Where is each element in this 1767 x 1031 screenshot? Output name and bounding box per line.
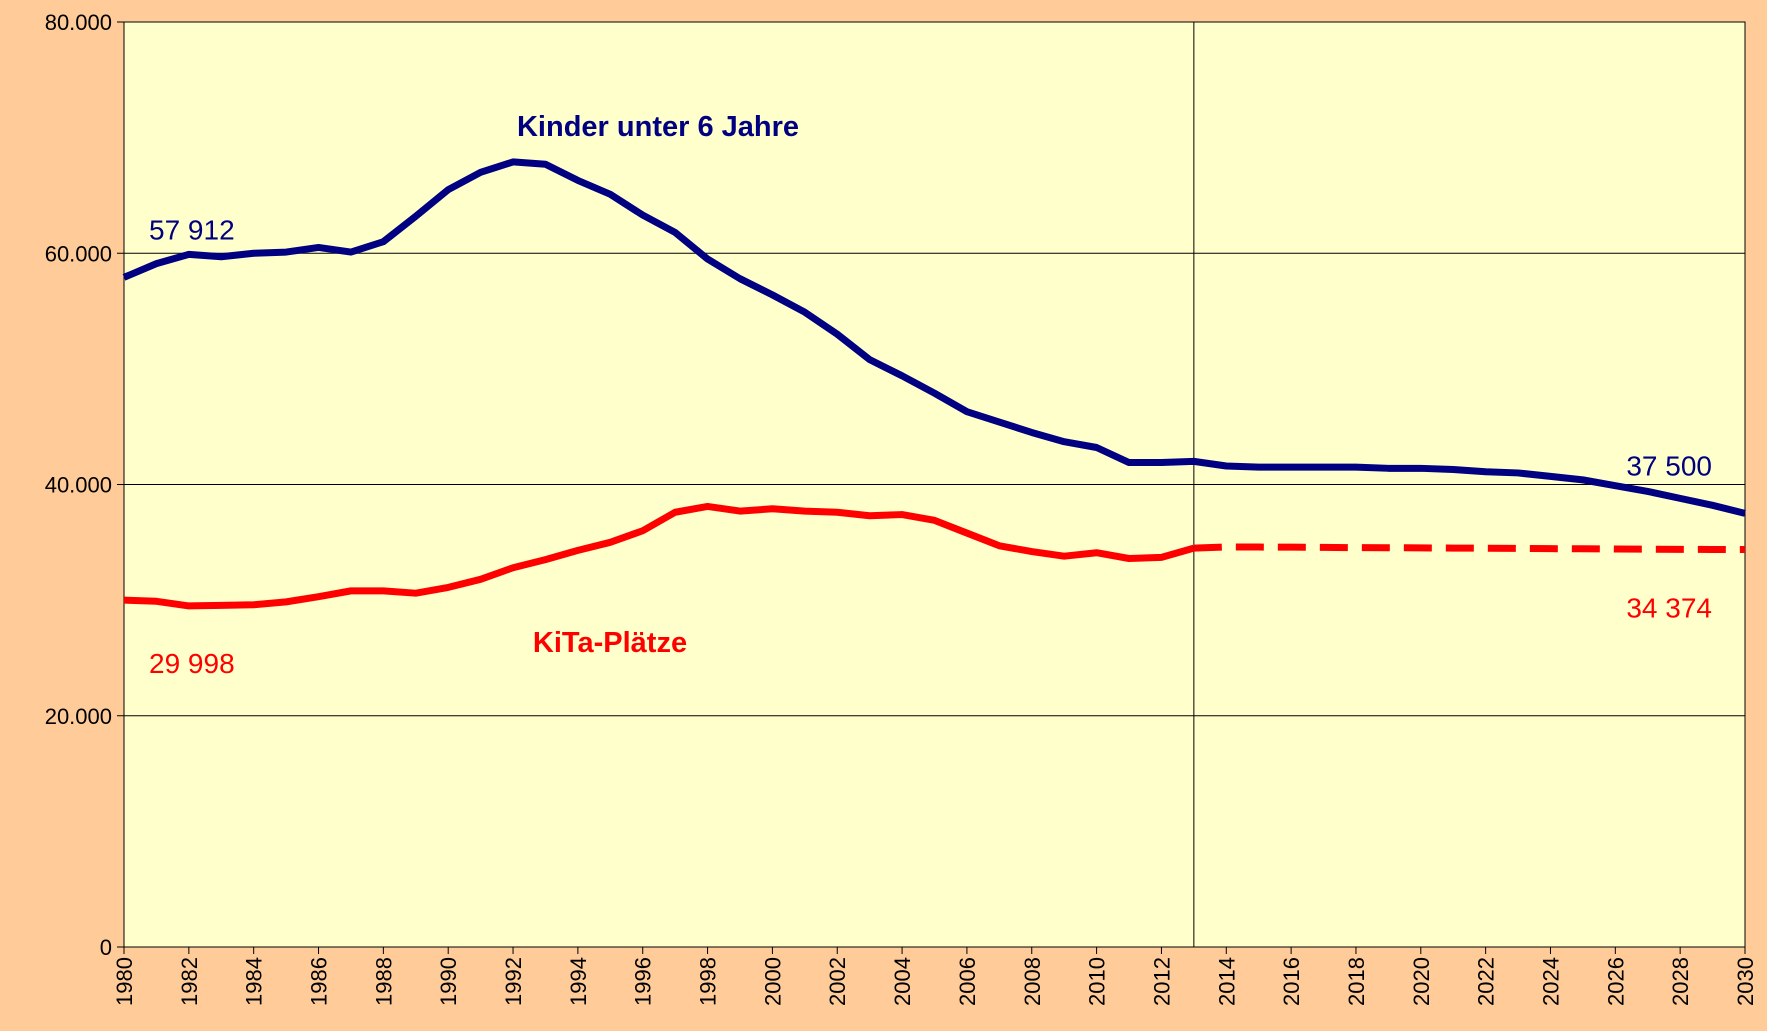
series-label: KiTa-Plätze [533,627,687,659]
x-tick-label: 2016 [1279,957,1304,1006]
value-label: 57 912 [149,214,235,245]
x-tick-label: 1986 [307,957,332,1006]
y-tick-label: 60.000 [45,241,112,266]
x-tick-label: 2004 [890,957,915,1006]
x-tick-label: 2006 [955,957,980,1006]
x-tick-label: 2030 [1733,957,1758,1006]
x-tick-label: 2002 [825,957,850,1006]
x-tick-label: 2018 [1344,957,1369,1006]
series-label: Kinder unter 6 Jahre [517,111,799,143]
x-tick-label: 1990 [436,957,461,1006]
value-label: 29 998 [149,648,235,679]
x-tick-label: 1984 [242,957,267,1006]
value-label: 34 374 [1626,593,1712,624]
x-tick-label: 1994 [566,957,591,1006]
value-label: 37 500 [1626,450,1712,481]
x-tick-label: 2000 [760,957,785,1006]
x-tick-label: 1992 [501,957,526,1006]
x-tick-label: 1996 [631,957,656,1006]
x-tick-label: 2026 [1603,957,1628,1006]
x-tick-label: 2012 [1149,957,1174,1006]
series-line [122,158,1746,517]
y-tick-label: 80.000 [45,10,112,35]
projection-line [1193,543,1746,554]
x-tick-label: 2028 [1668,957,1693,1006]
y-tick-label: 40.000 [45,473,112,498]
x-tick-label: 2010 [1085,957,1110,1006]
x-tick-label: 2024 [1538,957,1563,1006]
x-tick-label: 1988 [371,957,396,1006]
x-tick-label: 2008 [1020,957,1045,1006]
y-tick-label: 20.000 [45,704,112,729]
x-tick-label: 2014 [1214,957,1239,1006]
x-tick-label: 2020 [1409,957,1434,1006]
x-tick-label: 1998 [696,957,721,1006]
x-tick-label: 1980 [112,957,137,1006]
y-tick-label: 0 [100,935,112,960]
series-line [123,502,1195,610]
x-tick-label: 2022 [1474,957,1499,1006]
x-tick-label: 1982 [177,957,202,1006]
